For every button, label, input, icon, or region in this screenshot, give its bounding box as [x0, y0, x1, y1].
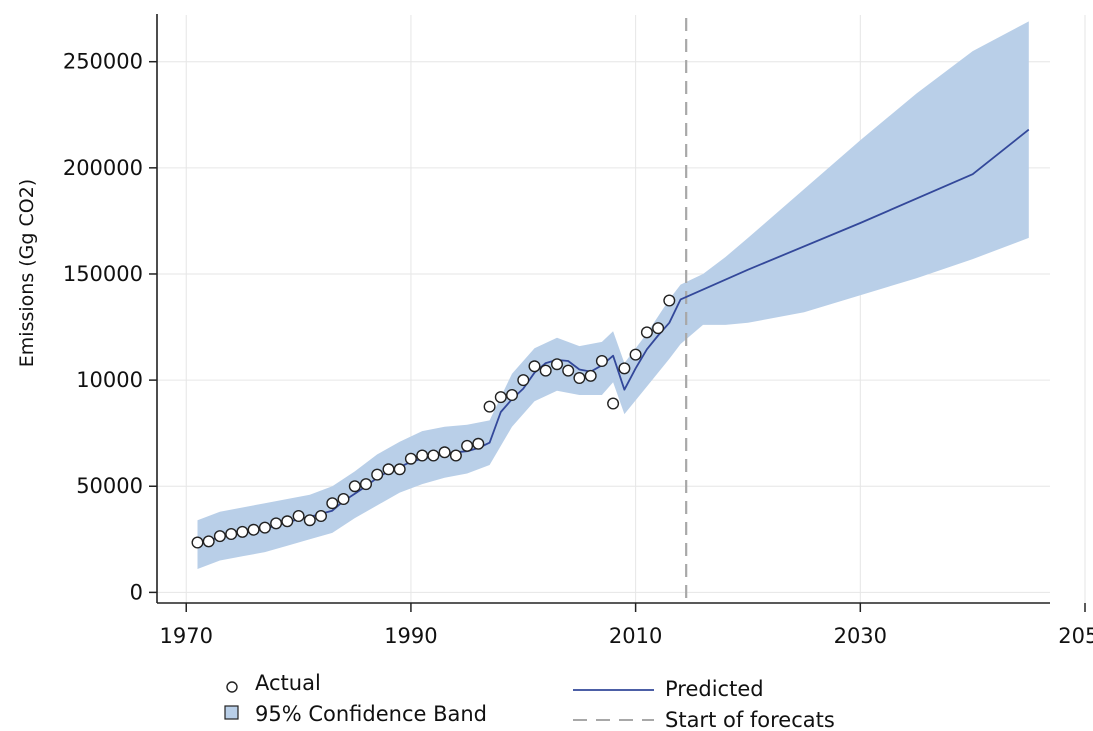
actual-point: [663, 294, 676, 307]
actual-point: [348, 480, 361, 493]
actual-point: [506, 389, 519, 402]
confidence-band: [197, 21, 1029, 569]
actual-point: [449, 449, 462, 462]
actual-point: [618, 362, 631, 375]
actual-point: [629, 348, 642, 361]
actual-point: [247, 523, 260, 536]
actual-point: [551, 358, 564, 371]
actual-point: [416, 449, 429, 462]
actual-point: [371, 468, 384, 481]
y-tick-label: 150000: [63, 262, 143, 286]
x-tick-label: 2030: [834, 624, 887, 648]
y-tick-label: 50000: [76, 474, 143, 498]
actual-point: [303, 514, 316, 527]
actual-point: [461, 439, 474, 452]
actual-point: [640, 326, 653, 339]
actual-point: [427, 449, 440, 462]
actual-point: [315, 510, 328, 523]
actual-point: [326, 497, 339, 510]
actual-point: [191, 536, 204, 549]
y-tick-label: 10000: [76, 368, 143, 392]
legend-predicted-label: Predicted: [665, 677, 764, 701]
axes: 0 50000 10000 150000 200000 250000 1970 1990 201…: [63, 14, 1093, 648]
actual-point: [393, 463, 406, 476]
legend-forecast-start-label: Start of forecats: [665, 708, 835, 731]
actual-point: [382, 463, 395, 476]
actual-point: [292, 510, 305, 523]
actual-point: [528, 360, 541, 373]
actual-point: [360, 478, 373, 491]
actual-point: [595, 355, 608, 368]
actual-point: [404, 452, 417, 465]
y-axis-title: Emissions (Gg CO2): [16, 179, 38, 367]
actual-point: [337, 493, 350, 506]
x-tick-label: 1990: [384, 624, 437, 648]
actual-point: [584, 369, 597, 382]
actual-point: [202, 535, 215, 548]
y-tick-label: 0: [130, 580, 143, 604]
legend-band-marker: [224, 705, 239, 720]
x-tick-label: 2050: [1058, 624, 1093, 648]
y-tick-label: 200000: [63, 156, 143, 180]
y-tick-label: 250000: [63, 50, 143, 74]
actual-point: [258, 521, 271, 534]
actual-point: [225, 528, 238, 541]
actual-point: [607, 397, 620, 410]
legend-band-label: 95% Confidence Band: [255, 702, 487, 726]
actual-point: [438, 446, 451, 459]
actual-point: [494, 391, 507, 404]
actual-point: [236, 525, 249, 538]
legend-actual-marker: [226, 681, 238, 693]
x-tick-label: 1970: [160, 624, 213, 648]
gridlines: [157, 15, 1086, 603]
x-tick-label: 2010: [609, 624, 662, 648]
confidence-band-layer: [197, 21, 1029, 569]
actual-point: [517, 374, 530, 387]
actual-point: [539, 364, 552, 377]
actual-point: [483, 400, 496, 413]
legend: Actual 95% Confidence Band Predicted Sta…: [224, 671, 835, 731]
actual-point: [270, 517, 283, 530]
actual-point: [652, 322, 665, 335]
actual-points-layer: [191, 294, 676, 549]
actual-point: [472, 437, 485, 450]
actual-point: [213, 530, 226, 543]
actual-point: [281, 515, 294, 528]
actual-point: [562, 364, 575, 377]
legend-actual-label: Actual: [255, 671, 321, 695]
actual-point: [573, 372, 586, 385]
